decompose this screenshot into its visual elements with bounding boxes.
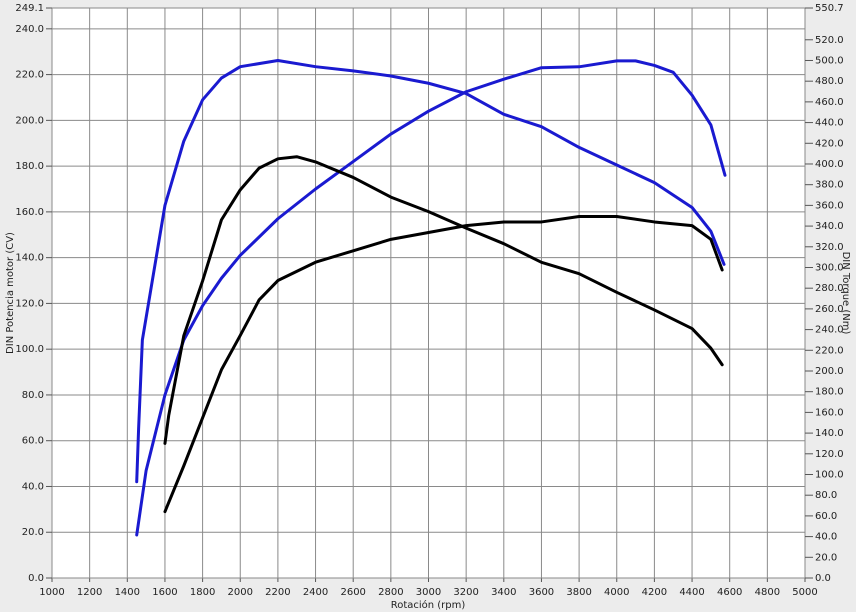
y2-tick-label: 240.0 xyxy=(815,325,844,336)
y-axis-label: DIN Potencia motor (CV) xyxy=(5,232,16,354)
x-tick-label: 2200 xyxy=(265,587,290,598)
y2-tick-label: 440.0 xyxy=(815,118,844,129)
x-tick-label: 4200 xyxy=(642,587,667,598)
series-line xyxy=(135,59,727,537)
y-tick-label: 249.1 xyxy=(15,3,44,14)
x-tick-label: 5000 xyxy=(792,587,817,598)
series-line xyxy=(135,58,726,484)
x-tick-label: 3800 xyxy=(566,587,591,598)
y-tick-label: 220.0 xyxy=(15,70,44,81)
y2-tick-label: 140.0 xyxy=(815,428,844,439)
y-tick-label: 240.0 xyxy=(15,24,44,35)
y2-tick-label: 120.0 xyxy=(815,449,844,460)
y2-tick-label: 280.0 xyxy=(815,283,844,294)
y2-tick-label: 380.0 xyxy=(815,180,844,191)
y2-tick-label: 550.7 xyxy=(815,3,844,14)
x-tick-label: 2600 xyxy=(340,587,365,598)
y2-tick-label: 20.0 xyxy=(815,552,837,563)
y2-tick-label: 520.0 xyxy=(815,35,844,46)
y2-tick-label: 460.0 xyxy=(815,97,844,108)
x-tick-label: 3000 xyxy=(416,587,441,598)
y2-tick-label: 200.0 xyxy=(815,366,844,377)
series-line xyxy=(163,155,724,445)
x-tick-label: 1400 xyxy=(115,587,140,598)
y-tick-label: 100.0 xyxy=(15,344,44,355)
y2-tick-label: 340.0 xyxy=(815,221,844,232)
x-tick-label: 4800 xyxy=(755,587,780,598)
y-tick-label: 60.0 xyxy=(22,436,44,447)
y2-tick-label: 220.0 xyxy=(815,345,844,356)
y-tick-label: 20.0 xyxy=(22,527,44,538)
y2-tick-label: 400.0 xyxy=(815,159,844,170)
y2-tick-label: 0.0 xyxy=(815,573,831,584)
x-tick-label: 1600 xyxy=(152,587,177,598)
y2-tick-label: 320.0 xyxy=(815,242,844,253)
x-tick-label: 3600 xyxy=(529,587,554,598)
y-tick-label: 140.0 xyxy=(15,253,44,264)
y-tick-label: 40.0 xyxy=(22,481,44,492)
y2-tick-label: 500.0 xyxy=(815,55,844,66)
y-tick-label: 160.0 xyxy=(15,207,44,218)
y-tick-label: 200.0 xyxy=(15,115,44,126)
x-tick-label: 2800 xyxy=(378,587,403,598)
y2-tick-label: 300.0 xyxy=(815,262,844,273)
y2-tick-label: 80.0 xyxy=(815,490,837,501)
y2-tick-label: 360.0 xyxy=(815,200,844,211)
x-tick-label: 3200 xyxy=(453,587,478,598)
y2-tick-label: 480.0 xyxy=(815,76,844,87)
y2-tick-label: 60.0 xyxy=(815,511,837,522)
y-tick-label: 120.0 xyxy=(15,298,44,309)
y2-tick-label: 160.0 xyxy=(815,407,844,418)
x-tick-label: 2000 xyxy=(228,587,253,598)
y2-tick-label: 40.0 xyxy=(815,532,837,543)
y-tick-label: 0.0 xyxy=(28,573,44,584)
x-tick-label: 1000 xyxy=(39,587,64,598)
series-line xyxy=(163,214,724,514)
x-tick-label: 3400 xyxy=(491,587,516,598)
x-axis-label: Rotación (rpm) xyxy=(391,599,466,611)
x-tick-label: 2400 xyxy=(303,587,328,598)
x-tick-label: 4400 xyxy=(679,587,704,598)
y-tick-label: 180.0 xyxy=(15,161,44,172)
y2-tick-label: 260.0 xyxy=(815,304,844,315)
x-tick-label: 1200 xyxy=(77,587,102,598)
y2-tick-label: 100.0 xyxy=(815,469,844,480)
y-tick-label: 80.0 xyxy=(22,390,44,401)
x-tick-label: 4000 xyxy=(604,587,629,598)
y2-tick-label: 180.0 xyxy=(815,387,844,398)
x-tick-label: 4600 xyxy=(717,587,742,598)
y2-tick-label: 420.0 xyxy=(815,138,844,149)
x-tick-label: 1800 xyxy=(190,587,215,598)
y2-axis-label: DIN Torque (Nm) xyxy=(840,252,851,335)
